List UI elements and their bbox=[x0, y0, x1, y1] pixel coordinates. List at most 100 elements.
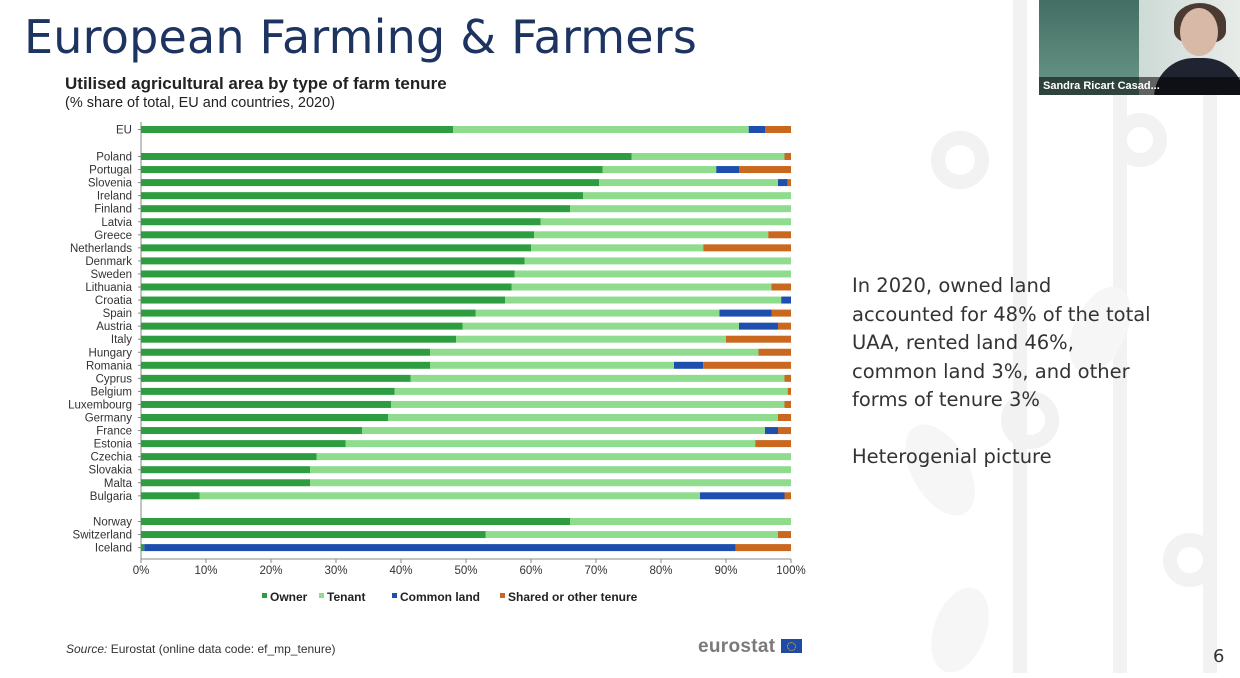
bar-segment bbox=[456, 335, 726, 343]
bar-segment bbox=[141, 427, 362, 435]
bar-segment bbox=[141, 348, 431, 356]
bar-segment bbox=[631, 153, 785, 160]
bar-segment bbox=[430, 348, 759, 356]
bar-segment bbox=[726, 335, 791, 343]
bar-segment bbox=[141, 518, 570, 525]
bar-segment bbox=[388, 414, 778, 421]
bar-segment bbox=[787, 179, 791, 187]
x-tick-label: 60% bbox=[519, 565, 542, 577]
bar-segment bbox=[141, 205, 570, 213]
bar-segment bbox=[141, 374, 411, 382]
x-tick-label: 10% bbox=[194, 565, 217, 577]
bar-segment bbox=[141, 400, 392, 408]
bar-segment bbox=[739, 322, 778, 330]
bar-segment bbox=[141, 322, 463, 330]
bar-segment bbox=[505, 296, 782, 304]
x-tick-label: 90% bbox=[714, 565, 737, 577]
bar-segment bbox=[141, 440, 346, 448]
bar-segment bbox=[765, 126, 791, 133]
legend-label: Tenant bbox=[327, 590, 365, 604]
bar-segment bbox=[778, 531, 791, 539]
bar-segment bbox=[141, 466, 310, 474]
bar-segment bbox=[462, 322, 739, 330]
category-label: Ireland bbox=[97, 191, 132, 203]
bar-segment bbox=[199, 492, 700, 500]
chart-title: Utilised agricultural area by type of fa… bbox=[65, 74, 447, 93]
stacked-bar-chart: 0% 10% 20% 30% 40% 50% 60% 70% 80% 90% 100% EU Polan… bbox=[68, 122, 806, 604]
legend-swatch bbox=[500, 593, 505, 598]
bar-segment bbox=[511, 283, 772, 291]
side-text-summary: In 2020, owned land accounted for 48% of… bbox=[852, 274, 1151, 411]
x-tick-label: 30% bbox=[324, 565, 347, 577]
bar-segment bbox=[784, 374, 791, 382]
bar-segment bbox=[778, 427, 791, 435]
bar-segment bbox=[141, 270, 515, 278]
bar-segment bbox=[310, 479, 791, 487]
category-label: Czechia bbox=[90, 452, 132, 464]
bar-segment bbox=[316, 453, 791, 461]
bar-segment bbox=[141, 387, 395, 395]
bar-segment bbox=[768, 231, 791, 239]
bar-segment bbox=[716, 166, 739, 174]
bar-segment bbox=[700, 492, 785, 500]
source-text: Eurostat (online data code: ef_mp_tenure… bbox=[107, 642, 336, 656]
bar-segment bbox=[599, 179, 778, 187]
bar-segment bbox=[141, 309, 476, 317]
category-label: Luxembourg bbox=[68, 399, 132, 411]
bar-segment bbox=[141, 361, 431, 369]
bar-segment bbox=[141, 126, 453, 133]
bar-segment bbox=[778, 414, 791, 421]
background-decoration bbox=[900, 0, 1240, 678]
category-label: Bulgaria bbox=[90, 491, 133, 503]
bar-segment bbox=[141, 544, 145, 552]
bar-segment bbox=[310, 466, 791, 474]
bar-segment bbox=[765, 427, 778, 435]
bar-segment bbox=[362, 427, 765, 435]
category-label: Latvia bbox=[101, 217, 132, 229]
legend-swatch bbox=[262, 593, 267, 598]
category-label: Romania bbox=[86, 360, 133, 372]
x-tick-label: 40% bbox=[389, 565, 412, 577]
category-label: Belgium bbox=[90, 386, 132, 398]
bar-segment bbox=[391, 400, 785, 408]
bar-segment bbox=[784, 400, 791, 408]
bar-segment bbox=[141, 283, 512, 291]
participant-video-tile[interactable]: Sandra Ricart Casad... bbox=[1039, 0, 1240, 95]
bar-segment bbox=[141, 531, 486, 539]
x-tick-label: 50% bbox=[454, 565, 477, 577]
bar-segment bbox=[784, 492, 791, 500]
x-tick-label: 70% bbox=[584, 565, 607, 577]
legend-label: Shared or other tenure bbox=[508, 590, 638, 604]
bar-segment bbox=[410, 374, 785, 382]
category-label: EU bbox=[116, 125, 132, 137]
legend-label: Owner bbox=[270, 590, 308, 604]
bar-segment bbox=[703, 361, 791, 369]
bar-segment bbox=[534, 231, 769, 239]
bar-segment bbox=[141, 479, 310, 487]
eurostat-logo: eurostat bbox=[698, 636, 776, 657]
bar-segment bbox=[787, 387, 791, 395]
bar-segment bbox=[514, 270, 791, 278]
category-label: Croatia bbox=[95, 295, 133, 307]
category-label: Sweden bbox=[90, 269, 132, 281]
bar-segment bbox=[758, 348, 791, 356]
category-label: Cyprus bbox=[96, 373, 133, 385]
category-label: Denmark bbox=[85, 256, 132, 268]
participant-face bbox=[1180, 8, 1218, 56]
bar-segment bbox=[453, 126, 749, 133]
category-label: Hungary bbox=[89, 347, 133, 359]
legend-swatch bbox=[319, 593, 324, 598]
eu-flag-icon bbox=[781, 639, 802, 653]
category-label: Netherlands bbox=[70, 243, 132, 255]
bar-segment bbox=[784, 153, 791, 160]
bar-segment bbox=[674, 361, 704, 369]
bar-segment bbox=[394, 387, 788, 395]
bar-segment bbox=[430, 361, 674, 369]
category-label: Poland bbox=[96, 152, 132, 164]
legend-swatch bbox=[392, 593, 397, 598]
bar-segment bbox=[778, 179, 788, 187]
bar-segment bbox=[475, 309, 720, 317]
participant-name: Sandra Ricart Casad... bbox=[1039, 77, 1240, 95]
x-tick-label: 100% bbox=[776, 565, 805, 577]
bar-segment bbox=[141, 231, 535, 239]
